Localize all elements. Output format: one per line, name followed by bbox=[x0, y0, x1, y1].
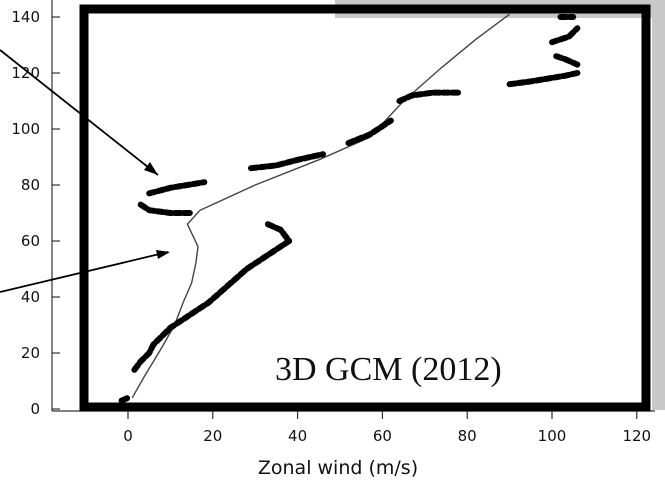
y-tick-label: 100 bbox=[11, 120, 40, 138]
y-axis-ticks: 0 20 40 60 80 100 120 140 bbox=[11, 8, 60, 418]
observation-segment bbox=[131, 238, 293, 373]
observation-segment bbox=[396, 89, 462, 104]
arrowhead-lower bbox=[156, 250, 170, 259]
highlight-frame bbox=[79, 4, 651, 412]
y-tick-label: 80 bbox=[21, 176, 40, 194]
series-layer bbox=[118, 13, 581, 404]
y-tick-label: 20 bbox=[21, 344, 40, 362]
x-tick-label: 120 bbox=[622, 427, 651, 445]
observation-segment bbox=[549, 25, 581, 46]
y-tick-label: 40 bbox=[21, 288, 40, 306]
x-axis-title: Zonal wind (m/s) bbox=[258, 457, 418, 479]
x-tick-label: 40 bbox=[288, 427, 307, 445]
model-line bbox=[131, 13, 511, 399]
x-tick-label: 60 bbox=[373, 427, 392, 445]
x-tick-label: 80 bbox=[458, 427, 477, 445]
x-axis-ticks: 0 20 40 60 80 100 120 bbox=[123, 411, 651, 445]
observation-segment bbox=[146, 179, 208, 197]
x-tick-label: 100 bbox=[538, 427, 567, 445]
annotation-arrow-upper bbox=[0, 49, 159, 176]
x-tick-label: 0 bbox=[123, 427, 133, 445]
y-tick-label: 120 bbox=[11, 64, 40, 82]
y-tick-label: 0 bbox=[30, 400, 40, 418]
y-tick-label: 140 bbox=[11, 8, 40, 26]
x-tick-label: 20 bbox=[203, 427, 222, 445]
model-annotation: 3D GCM (2012) bbox=[275, 351, 502, 388]
observation-segment bbox=[264, 221, 293, 244]
background-panel-right bbox=[652, 0, 665, 410]
observation-segment bbox=[506, 70, 581, 88]
arrowhead-upper bbox=[144, 162, 158, 175]
observation-segment bbox=[137, 201, 195, 216]
annotation-arrow-lower bbox=[0, 251, 169, 293]
y-tick-label: 60 bbox=[21, 232, 40, 250]
observation-segment bbox=[118, 394, 131, 404]
observation-segment bbox=[553, 53, 581, 68]
observation-segment bbox=[248, 151, 326, 172]
observation-segment bbox=[345, 117, 394, 146]
